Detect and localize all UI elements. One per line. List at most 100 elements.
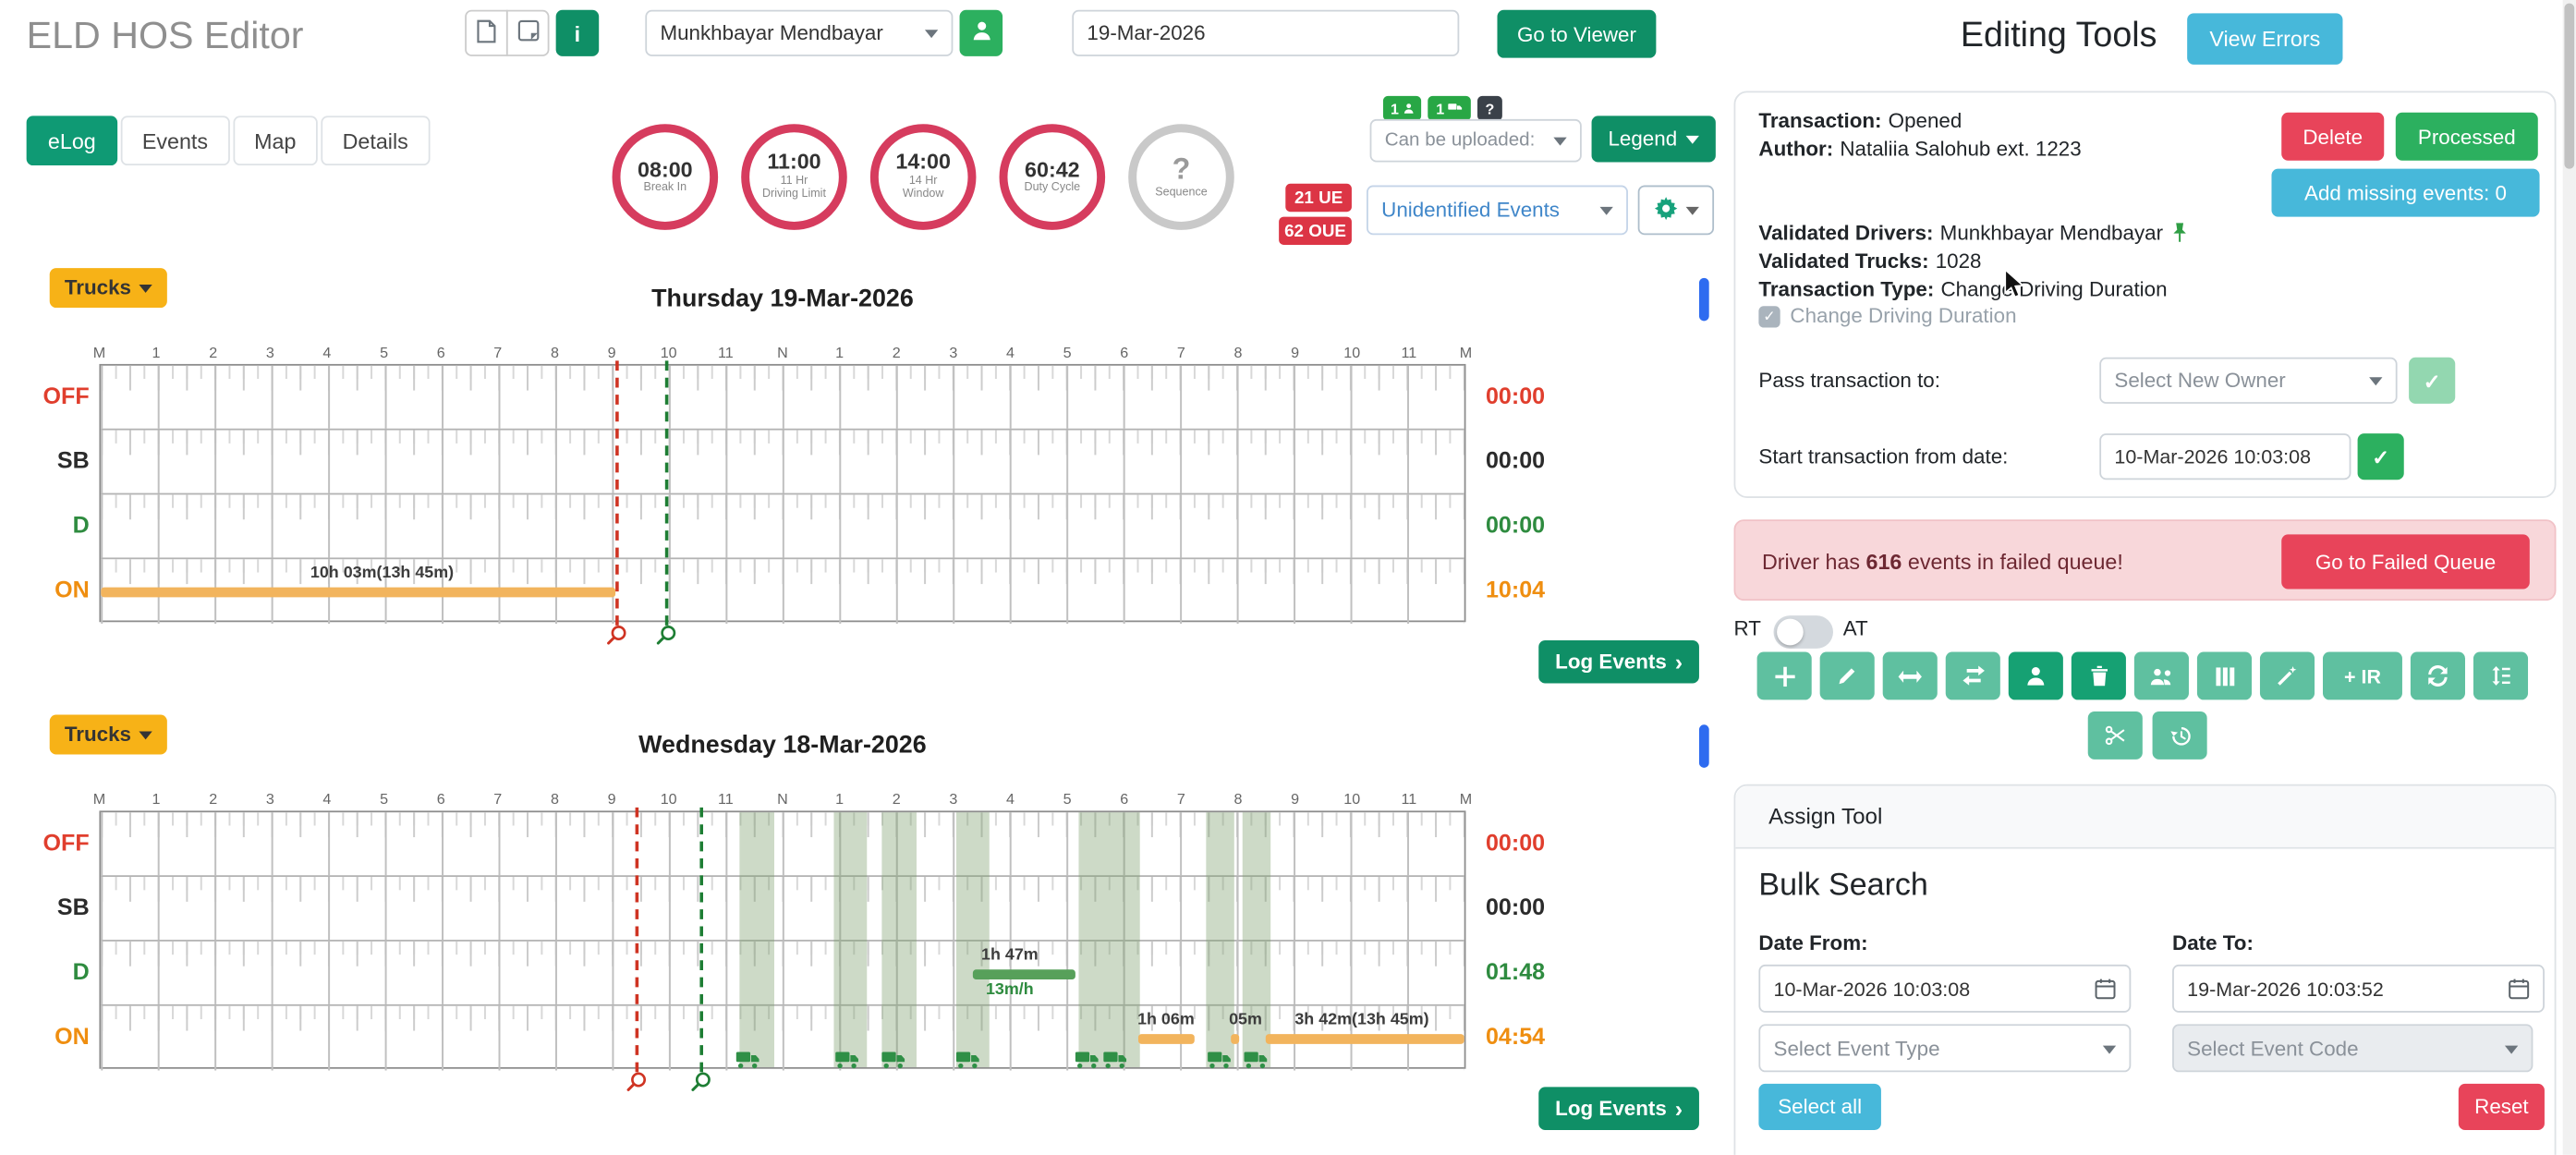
axis-label: 6	[436, 790, 445, 808]
truck-marker-icon	[881, 1047, 905, 1069]
start-date-value: 10-Mar-2026 10:03:08	[2114, 444, 2312, 468]
axis-label: 3	[949, 344, 958, 361]
date-to-input[interactable]: 19-Mar-2026 10:03:52	[2172, 964, 2545, 1013]
duty-segment	[1137, 1034, 1195, 1044]
note-icon	[516, 19, 539, 46]
tool-trash-button[interactable]	[2071, 651, 2126, 700]
processed-button[interactable]: Processed	[2395, 112, 2538, 161]
axis-label: 8	[1233, 790, 1243, 808]
tool-history-button[interactable]	[2152, 711, 2207, 760]
axis-label: 5	[1063, 344, 1072, 361]
confirm-date-button[interactable]: ✓	[2357, 433, 2404, 480]
tab-details[interactable]: Details	[321, 116, 431, 166]
log-events-button[interactable]: Log Events ›	[1538, 639, 1700, 684]
upload-badges: 1 1 ?	[1382, 95, 1502, 121]
log-events-label: Log Events	[1555, 1097, 1667, 1121]
tool-person-button[interactable]	[2008, 651, 2063, 700]
tool-scissors-button[interactable]	[2087, 711, 2143, 760]
axis-label: 3	[265, 790, 274, 808]
axis-label: 1	[835, 344, 844, 361]
tool-columns-button[interactable]	[2196, 651, 2253, 700]
chevron-down-icon	[1599, 206, 1613, 222]
tool-ir-button[interactable]: + IR	[2323, 651, 2402, 700]
duration-label: 1h 47m	[980, 946, 1039, 965]
chart-scrollbar[interactable]	[1698, 724, 1709, 768]
driver-profile-button[interactable]	[959, 9, 1003, 56]
go-to-failed-queue-button[interactable]: Go to Failed Queue	[2281, 534, 2530, 590]
tool-refresh-button[interactable]	[2410, 651, 2465, 700]
document-button[interactable]	[465, 9, 508, 56]
hos-grid[interactable]: 10h 03m(13h 45m)	[99, 360, 1466, 645]
axis-label: 7	[493, 790, 503, 808]
info-button[interactable]: i	[555, 9, 600, 56]
rt-at-toggle[interactable]	[1773, 615, 1833, 649]
log-date-input[interactable]: 19-Mar-2026	[1072, 9, 1460, 56]
swap-icon	[1962, 665, 1985, 686]
help-badge[interactable]: ?	[1477, 95, 1502, 121]
unidentified-events-select[interactable]: Unidentified Events	[1367, 185, 1628, 236]
confirm-pass-button[interactable]: ✓	[2409, 357, 2456, 404]
change-driving-duration-checkbox[interactable]: ✓	[1758, 306, 1780, 328]
chevron-down-icon	[1553, 137, 1567, 152]
date-from-input[interactable]: 10-Mar-2026 10:03:08	[1758, 964, 2132, 1013]
tool-pencil-button[interactable]	[1819, 651, 1875, 700]
axis-label: 3	[265, 344, 274, 361]
driving-band	[1205, 812, 1234, 1067]
axis-label: 2	[892, 344, 901, 361]
trucks-dropdown-button[interactable]: Trucks	[49, 714, 168, 755]
assign-tool-header[interactable]: Assign Tool	[1735, 785, 2555, 849]
tool-plus-button[interactable]	[1756, 651, 1812, 700]
duty-segment	[972, 969, 1075, 980]
gauge-label: Duty Cycle	[1024, 181, 1081, 194]
magnifier-icon[interactable]	[657, 624, 678, 645]
trucks-dropdown-button[interactable]: Trucks	[49, 268, 168, 309]
calendar-icon[interactable]	[2095, 978, 2116, 1000]
chart-scrollbar[interactable]	[1698, 277, 1709, 322]
event-type-select[interactable]: Select Event Type	[1758, 1024, 2132, 1073]
app-title: ELD HOS Editor	[26, 13, 304, 56]
reset-button[interactable]: Reset	[2458, 1083, 2545, 1130]
tool-height-button[interactable]	[2473, 651, 2529, 700]
duty-segment	[1231, 1034, 1240, 1044]
event-code-select[interactable]: Select Event Code	[2172, 1024, 2533, 1073]
select-placeholder: Select Event Code	[2187, 1036, 2359, 1060]
magnifier-icon[interactable]	[626, 1071, 648, 1092]
tool-swap-button[interactable]	[1945, 651, 2000, 700]
hos-grid[interactable]: 1h 47m 13m/h 1h 06m 05m 3h 42m(13h 45m)	[99, 807, 1466, 1091]
settings-dropdown-button[interactable]	[1637, 185, 1715, 236]
tab-events[interactable]: Events	[120, 116, 230, 166]
tool-arrows-h-button[interactable]	[1882, 651, 1938, 700]
tool-wand-button[interactable]	[2259, 651, 2315, 700]
calendar-icon[interactable]	[2509, 978, 2530, 1000]
axis-label: M	[1459, 344, 1473, 361]
pass-transaction-select[interactable]: Select New Owner	[2099, 357, 2398, 404]
truck-upload-badge: 1	[1428, 95, 1471, 121]
duty-segment	[101, 587, 615, 598]
notes-button[interactable]	[505, 9, 550, 56]
add-missing-events-button[interactable]: Add missing events: 0	[2271, 168, 2540, 217]
driving-band	[1242, 812, 1271, 1067]
view-errors-button[interactable]: View Errors	[2187, 13, 2343, 65]
go-to-viewer-button[interactable]: Go to Viewer	[1497, 9, 1657, 58]
start-transaction-date-input[interactable]: 10-Mar-2026 10:03:08	[2099, 433, 2351, 480]
truck-marker-icon	[954, 1047, 979, 1069]
row-total: 01:48	[1485, 957, 1546, 985]
page-scrollbar-thumb[interactable]	[2564, 3, 2575, 169]
magnifier-icon[interactable]	[691, 1071, 712, 1092]
page-scrollbar-track[interactable]	[2562, 0, 2576, 1155]
legend-dropdown-button[interactable]: Legend	[1591, 116, 1716, 163]
can-be-uploaded-select[interactable]: Can be uploaded:	[1369, 118, 1582, 163]
select-all-button[interactable]: Select all	[1758, 1083, 1881, 1130]
failed-queue-alert: Driver has 616 events in failed queue! G…	[1733, 519, 2557, 601]
gear-icon	[1654, 196, 1677, 224]
delete-button[interactable]: Delete	[2281, 112, 2385, 161]
driver-select[interactable]: Munkhbayar Mendbayar	[645, 9, 954, 56]
tab-elog[interactable]: eLog	[26, 116, 117, 166]
tab-map[interactable]: Map	[232, 116, 318, 166]
pin-icon[interactable]	[2171, 222, 2190, 249]
validated-drivers: Validated Drivers: Munkhbayar Mendbayar	[1758, 222, 2189, 249]
magnifier-icon[interactable]	[606, 624, 627, 645]
tool-people-button[interactable]	[2133, 651, 2189, 700]
log-events-button[interactable]: Log Events ›	[1538, 1087, 1700, 1130]
